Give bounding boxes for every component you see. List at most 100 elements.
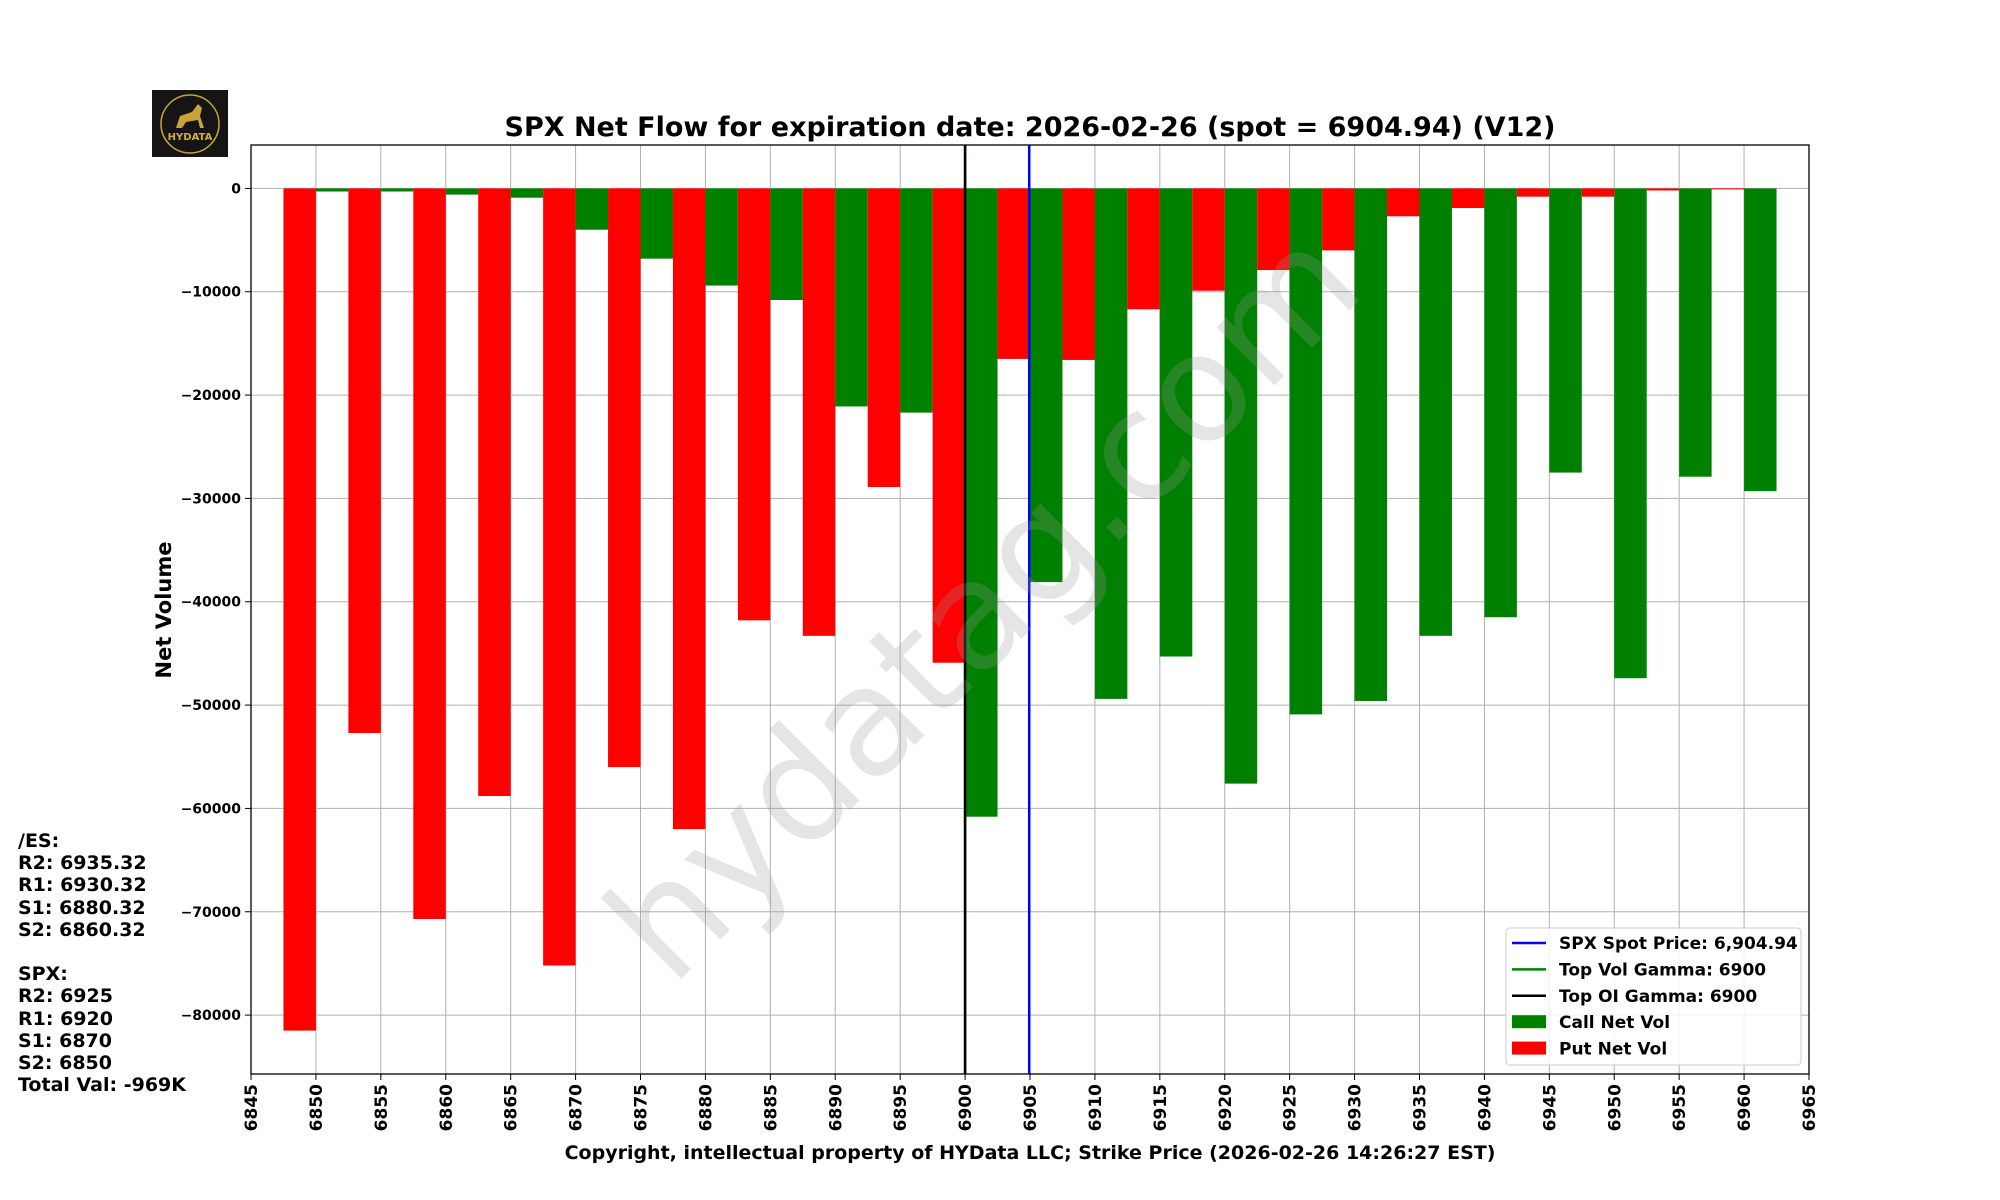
y-tick-label: 0 (231, 181, 241, 197)
put-bar-6940 (1451, 188, 1485, 209)
es-s1: S1: 6880.32 (18, 896, 146, 919)
x-tick-label: 6895 (891, 1084, 911, 1131)
x-tick-label: 6845 (242, 1084, 262, 1131)
call-bar-6935 (1419, 188, 1452, 636)
x-tick-label: 6915 (1151, 1084, 1171, 1131)
x-tick-label: 6880 (696, 1084, 716, 1131)
x-tick-label: 6855 (372, 1084, 392, 1131)
call-bar-6850 (315, 188, 349, 192)
y-tick-label: −70000 (181, 905, 242, 921)
legend-label: Top Vol Gamma: 6900 (1559, 960, 1766, 980)
put-bar-6875 (608, 188, 641, 768)
x-tick-label: 6905 (1021, 1084, 1041, 1131)
put-bar-6930 (1322, 188, 1355, 251)
x-tick-label: 6885 (761, 1084, 781, 1131)
put-bar-6870 (543, 188, 576, 966)
x-tick-label: 6865 (502, 1084, 522, 1131)
x-tick-label: 6925 (1281, 1084, 1301, 1131)
call-bar-6885 (770, 188, 803, 301)
y-tick-label: −20000 (181, 388, 242, 404)
call-bar-6950 (1614, 188, 1647, 679)
call-bar-6855 (380, 188, 414, 192)
y-axis-label: Net Volume (152, 542, 176, 679)
spx-s2: S2: 6850 (18, 1052, 112, 1075)
put-bar-6880 (672, 188, 706, 830)
call-bar-6895 (900, 188, 933, 413)
call-bar-6945 (1549, 188, 1582, 473)
call-bar-6900 (965, 188, 998, 817)
es-header: /ES: (18, 830, 60, 852)
levels-panel: /ES: R2: 6935.32 R1: 6930.32 S1: 6880.32 S2:… (18, 830, 186, 1096)
y-axis-ticks: 0 −10000 −20000 −30000 −40000 −50000 −60000 −70… (181, 181, 251, 1024)
es-s2: S2: 6860.32 (18, 918, 146, 941)
put-bar-6895 (867, 188, 901, 488)
y-tick-label: −50000 (181, 698, 242, 714)
call-bar-6910 (1094, 188, 1128, 699)
call-bar-6940 (1484, 188, 1517, 618)
svg-text:HYDATA: HYDATA (168, 132, 213, 143)
put-bar-6950 (1581, 188, 1615, 197)
x-tick-label: 6930 (1346, 1084, 1366, 1131)
call-bar-6905 (1030, 188, 1063, 583)
x-tick-label: 6920 (1216, 1084, 1236, 1131)
total-value: Total Val: -969K (18, 1074, 187, 1097)
es-r1: R1: 6930.32 (18, 874, 147, 897)
call-bar-6960 (1744, 188, 1777, 492)
es-r2: R2: 6935.32 (18, 852, 147, 875)
put-bar-6910 (1062, 188, 1095, 360)
call-bar-6915 (1159, 188, 1193, 657)
put-bar-6885 (737, 188, 771, 621)
x-tick-label: 6860 (437, 1084, 457, 1131)
call-bar-6920 (1224, 188, 1258, 784)
bars (283, 188, 1777, 1031)
call-bar-6880 (705, 188, 738, 286)
put-bar-6920 (1192, 188, 1225, 291)
x-tick-label: 6950 (1605, 1084, 1625, 1131)
call-bar-6860 (445, 188, 479, 195)
legend-patch-swatch (1512, 1015, 1546, 1029)
x-tick-label: 6910 (1086, 1084, 1106, 1131)
spx-s1: S1: 6870 (18, 1029, 112, 1052)
legend-patch-swatch (1512, 1041, 1546, 1055)
spx-header: SPX: (18, 963, 68, 986)
reference-lines (963, 145, 1031, 1074)
x-tick-label: 6965 (1800, 1084, 1820, 1131)
x-tick-label: 6850 (307, 1084, 327, 1131)
chart-title: SPX Net Flow for expiration date: 2026-0… (505, 112, 1556, 143)
put-bar-6955 (1646, 188, 1680, 191)
x-tick-label: 6870 (567, 1084, 587, 1131)
call-bar-6955 (1679, 188, 1712, 477)
spx-r2: R2: 6925 (18, 985, 113, 1008)
y-tick-label: −10000 (181, 285, 242, 301)
put-bar-6900 (932, 188, 966, 663)
x-axis-label: Copyright, intellectual property of HYDa… (565, 1142, 1496, 1164)
y-tick-label: −40000 (181, 595, 242, 611)
call-bar-6875 (640, 188, 673, 259)
put-bar-6945 (1516, 188, 1550, 197)
legend-label: Call Net Vol (1559, 1013, 1670, 1033)
x-tick-label: 6945 (1540, 1084, 1560, 1131)
put-bar-6865 (478, 188, 511, 797)
spx-r1: R1: 6920 (18, 1007, 113, 1030)
legend-label: Top OI Gamma: 6900 (1559, 987, 1757, 1007)
x-tick-label: 6955 (1670, 1084, 1690, 1131)
hydata-logo: HYDATA (152, 90, 228, 157)
x-tick-label: 6900 (956, 1084, 976, 1131)
call-bar-6890 (835, 188, 868, 407)
put-bar-6925 (1257, 188, 1290, 271)
legend: SPX Spot Price: 6,904.94 Top Vol Gamma: 6… (1505, 927, 1802, 1066)
put-bar-6855 (348, 188, 381, 733)
put-bar-6850 (283, 188, 316, 1031)
put-bar-6915 (1127, 188, 1160, 310)
put-bar-6905 (997, 188, 1030, 359)
legend-label: Put Net Vol (1559, 1040, 1667, 1060)
put-bar-6935 (1387, 188, 1420, 217)
y-tick-label: −30000 (181, 491, 242, 507)
x-tick-label: 6960 (1735, 1084, 1755, 1131)
call-bar-6925 (1289, 188, 1323, 715)
y-tick-label: −60000 (181, 801, 242, 817)
x-tick-label: 6890 (826, 1084, 846, 1131)
legend-box (1505, 927, 1802, 1066)
x-tick-label: 6875 (632, 1084, 652, 1131)
